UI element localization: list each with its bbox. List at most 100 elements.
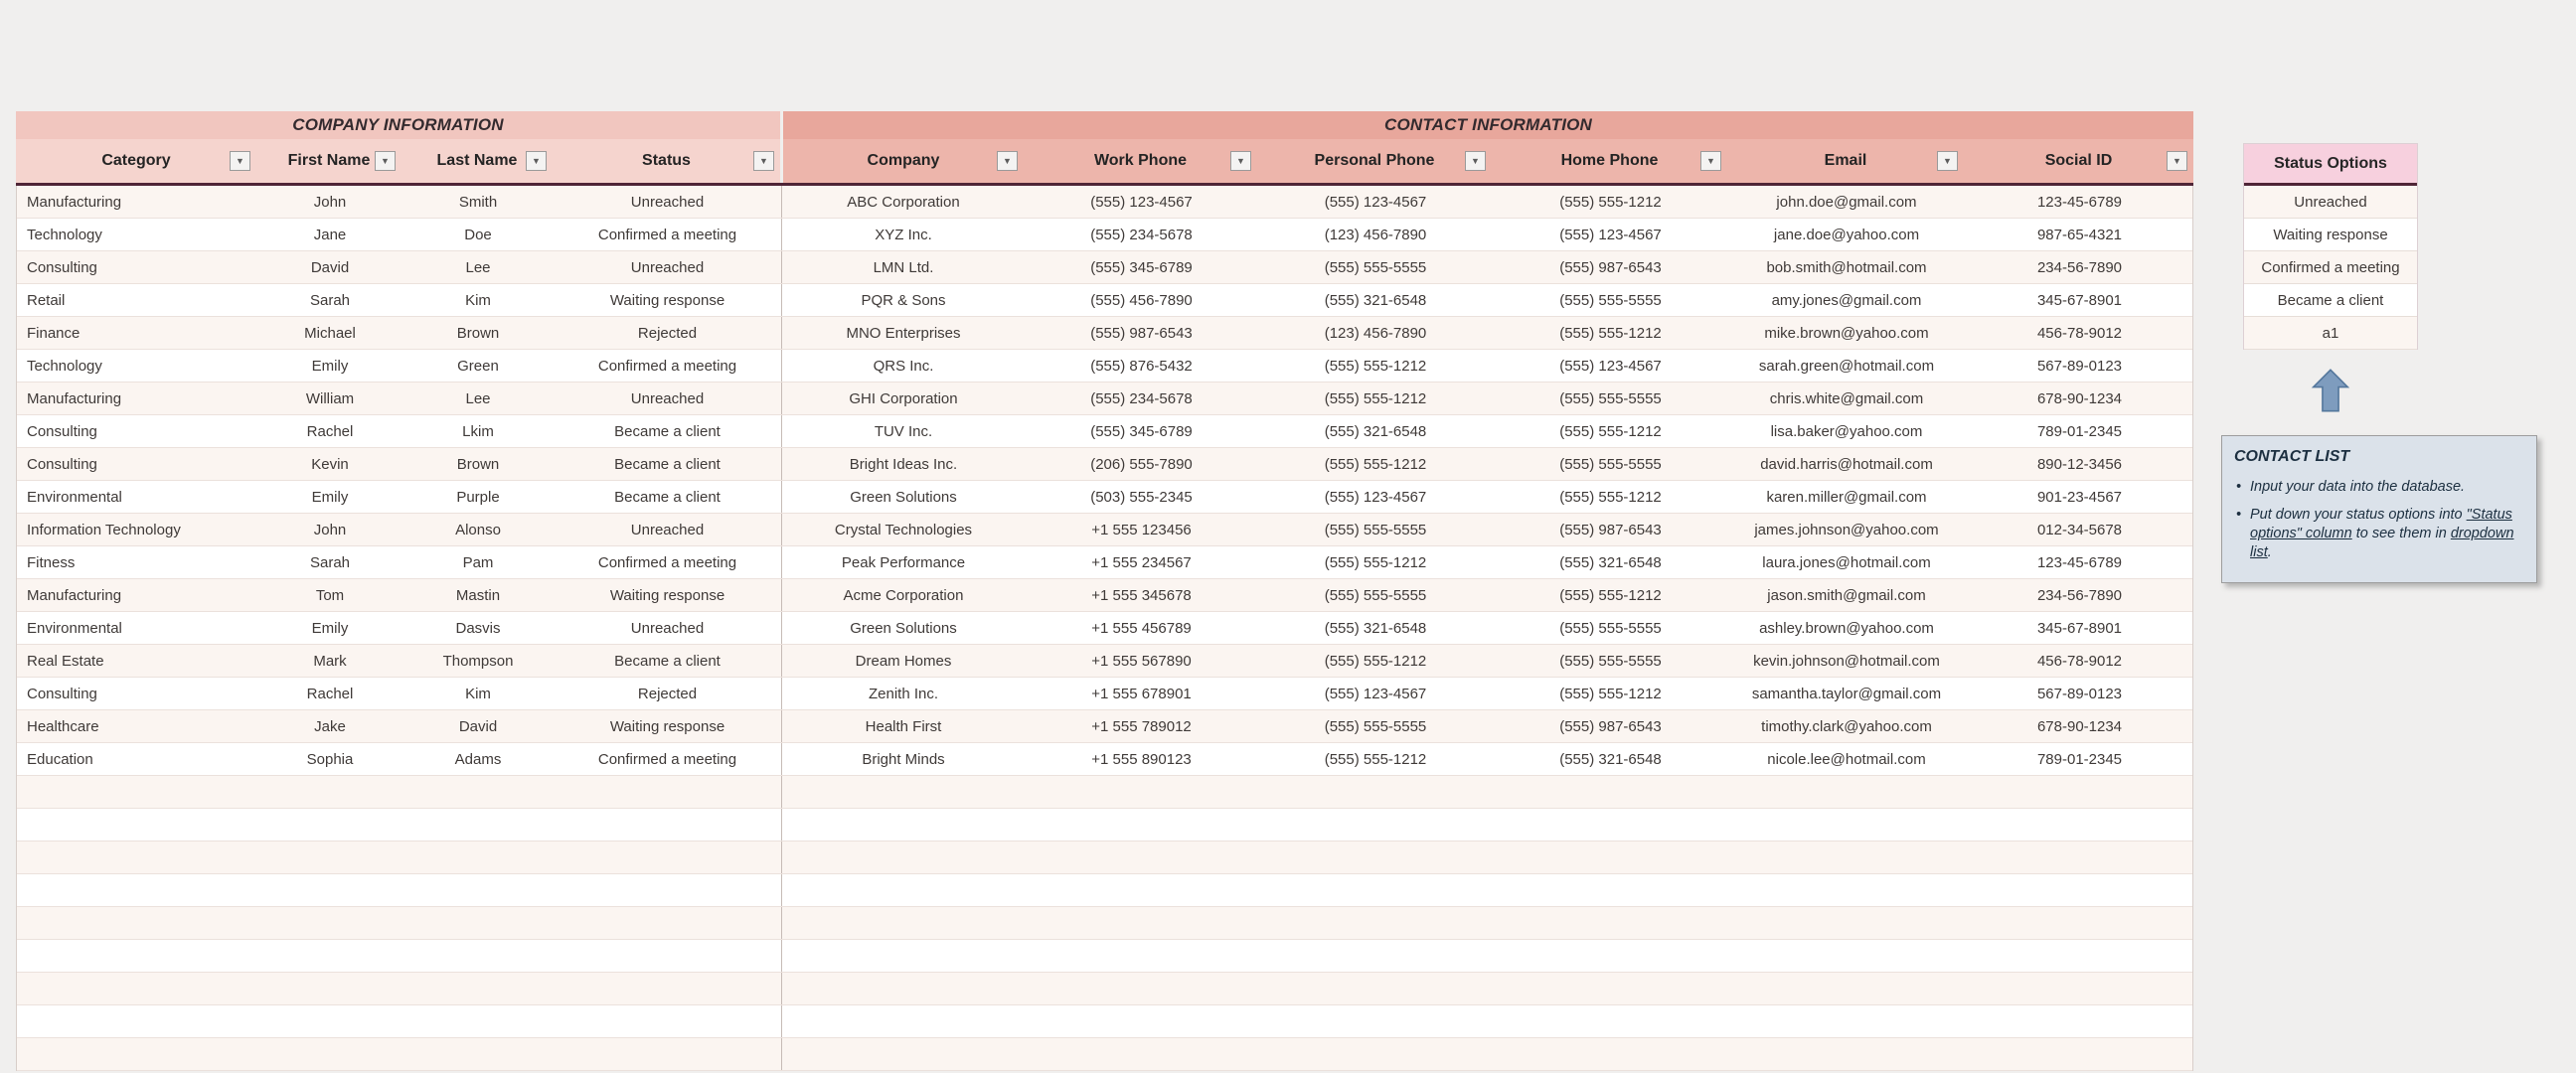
cell-email[interactable]: nicole.lee@hotmail.com	[1767, 750, 1926, 768]
cell-home-phone[interactable]: (555) 555-1212	[1559, 324, 1662, 342]
filter-dropdown-button[interactable]: ▼	[375, 151, 396, 171]
cell-social-id[interactable]: 456-78-9012	[2036, 652, 2123, 670]
cell-email[interactable]: james.johnson@yahoo.com	[1754, 521, 1939, 538]
cell-status[interactable]	[554, 776, 781, 808]
cell-status[interactable]: Confirmed a meeting	[597, 226, 737, 243]
cell-status[interactable]: Confirmed a meeting	[597, 750, 737, 768]
cell-status[interactable]: Waiting response	[609, 291, 725, 309]
cell-work-phone[interactable]	[1025, 809, 1258, 841]
cell-home-phone[interactable]: (555) 321-6548	[1559, 553, 1662, 571]
column-header-social-id[interactable]: Social ID ▼	[1964, 139, 2193, 183]
cell-category[interactable]: Real Estate	[27, 652, 104, 670]
cell-work-phone[interactable]	[1025, 907, 1258, 939]
filter-dropdown-button[interactable]: ▼	[1230, 151, 1251, 171]
cell-personal-phone[interactable]: (555) 321-6548	[1324, 619, 1427, 637]
cell-personal-phone[interactable]: (555) 555-5555	[1324, 258, 1427, 276]
cell-company[interactable]	[781, 809, 1025, 841]
cell-company[interactable]: Zenith Inc.	[781, 678, 1025, 709]
cell-social-id[interactable]: 456-78-9012	[2036, 324, 2123, 342]
cell-social-id[interactable]: 567-89-0123	[2036, 685, 2123, 702]
cell-social-id[interactable]	[1965, 809, 2193, 841]
cell-personal-phone[interactable]: (555) 555-1212	[1324, 455, 1427, 473]
cell-personal-phone[interactable]	[1258, 1038, 1493, 1070]
cell-category[interactable]: Environmental	[27, 488, 122, 506]
cell-first-name[interactable]: Mark	[313, 652, 347, 670]
cell-company[interactable]	[781, 1038, 1025, 1070]
cell-category[interactable]	[17, 973, 257, 1004]
cell-status[interactable]: Became a client	[614, 652, 721, 670]
cell-category[interactable]	[17, 940, 257, 972]
cell-home-phone[interactable]: (555) 555-5555	[1559, 291, 1662, 309]
cell-company[interactable]	[781, 940, 1025, 972]
cell-personal-phone[interactable]: (555) 555-1212	[1324, 750, 1427, 768]
cell-last-name[interactable]	[402, 907, 554, 939]
cell-email[interactable]: jason.smith@gmail.com	[1767, 586, 1926, 604]
cell-personal-phone[interactable]: (123) 456-7890	[1324, 226, 1427, 243]
cell-company[interactable]: Acme Corporation	[781, 579, 1025, 611]
contact-information-section-header[interactable]: CONTACT INFORMATION	[780, 111, 2193, 139]
cell-status[interactable]: Unreached	[630, 521, 705, 538]
cell-email[interactable]: amy.jones@gmail.com	[1771, 291, 1922, 309]
cell-company[interactable]: GHI Corporation	[781, 383, 1025, 414]
cell-personal-phone[interactable]: (555) 555-1212	[1324, 357, 1427, 375]
cell-first-name[interactable]: John	[313, 193, 347, 211]
cell-status[interactable]	[554, 1038, 781, 1070]
cell-last-name[interactable]	[402, 874, 554, 906]
cell-email[interactable]	[1728, 907, 1965, 939]
cell-work-phone[interactable]: (555) 345-6789	[1090, 422, 1193, 440]
cell-work-phone[interactable]: (555) 345-6789	[1090, 258, 1193, 276]
cell-category[interactable]	[17, 809, 257, 841]
cell-category[interactable]: Healthcare	[27, 717, 99, 735]
cell-last-name[interactable]: David	[458, 717, 498, 735]
cell-category[interactable]: Finance	[27, 324, 80, 342]
cell-last-name[interactable]	[402, 1038, 554, 1070]
cell-category[interactable]	[17, 776, 257, 808]
cell-personal-phone[interactable]	[1258, 940, 1493, 972]
cell-last-name[interactable]	[402, 940, 554, 972]
cell-social-id[interactable]	[1965, 842, 2193, 873]
cell-email[interactable]	[1728, 842, 1965, 873]
column-header-last-name[interactable]: Last Name ▼	[402, 139, 553, 183]
cell-first-name[interactable]: Michael	[304, 324, 356, 342]
company-information-section-header[interactable]: COMPANY INFORMATION	[16, 111, 780, 139]
cell-status[interactable]: Waiting response	[609, 586, 725, 604]
cell-personal-phone[interactable]	[1258, 1005, 1493, 1037]
cell-company[interactable]: MNO Enterprises	[781, 317, 1025, 349]
cell-work-phone[interactable]: +1 555 456789	[1091, 619, 1192, 637]
cell-email[interactable]	[1728, 874, 1965, 906]
cell-status[interactable]: Unreached	[630, 193, 705, 211]
cell-company[interactable]: Health First	[781, 710, 1025, 742]
cell-personal-phone[interactable]	[1258, 874, 1493, 906]
cell-first-name[interactable]: Sarah	[309, 291, 351, 309]
cell-status[interactable]: Confirmed a meeting	[597, 357, 737, 375]
cell-work-phone[interactable]: (555) 234-5678	[1090, 389, 1193, 407]
cell-category[interactable]: Manufacturing	[27, 586, 122, 604]
filter-dropdown-button[interactable]: ▼	[753, 151, 774, 171]
cell-social-id[interactable]	[1965, 940, 2193, 972]
cell-first-name[interactable]: Emily	[311, 357, 349, 375]
status-option-cell[interactable]: Unreached	[2244, 186, 2417, 219]
cell-status[interactable]: Became a client	[614, 488, 721, 506]
cell-status[interactable]: Unreached	[630, 389, 705, 407]
cell-email[interactable]: mike.brown@yahoo.com	[1764, 324, 1929, 342]
cell-last-name[interactable]: Lee	[465, 258, 491, 276]
cell-social-id[interactable]: 123-45-6789	[2036, 553, 2123, 571]
filter-dropdown-button[interactable]: ▼	[1700, 151, 1721, 171]
cell-first-name[interactable]: Rachel	[306, 422, 354, 440]
status-option-cell[interactable]: Became a client	[2244, 284, 2417, 317]
cell-first-name[interactable]: Emily	[311, 488, 349, 506]
cell-work-phone[interactable]: +1 555 567890	[1091, 652, 1192, 670]
cell-last-name[interactable]: Kim	[465, 685, 491, 702]
cell-company[interactable]: XYZ Inc.	[781, 219, 1025, 250]
cell-work-phone[interactable]: +1 555 234567	[1091, 553, 1192, 571]
column-header-work-phone[interactable]: Work Phone ▼	[1024, 139, 1257, 183]
cell-category[interactable]	[17, 907, 257, 939]
cell-work-phone[interactable]	[1025, 842, 1258, 873]
filter-dropdown-button[interactable]: ▼	[1465, 151, 1486, 171]
cell-email[interactable]	[1728, 973, 1965, 1004]
cell-category[interactable]: Consulting	[27, 422, 97, 440]
cell-category[interactable]	[17, 1005, 257, 1037]
cell-email[interactable]	[1728, 776, 1965, 808]
cell-personal-phone[interactable]	[1258, 776, 1493, 808]
cell-last-name[interactable]	[402, 973, 554, 1004]
